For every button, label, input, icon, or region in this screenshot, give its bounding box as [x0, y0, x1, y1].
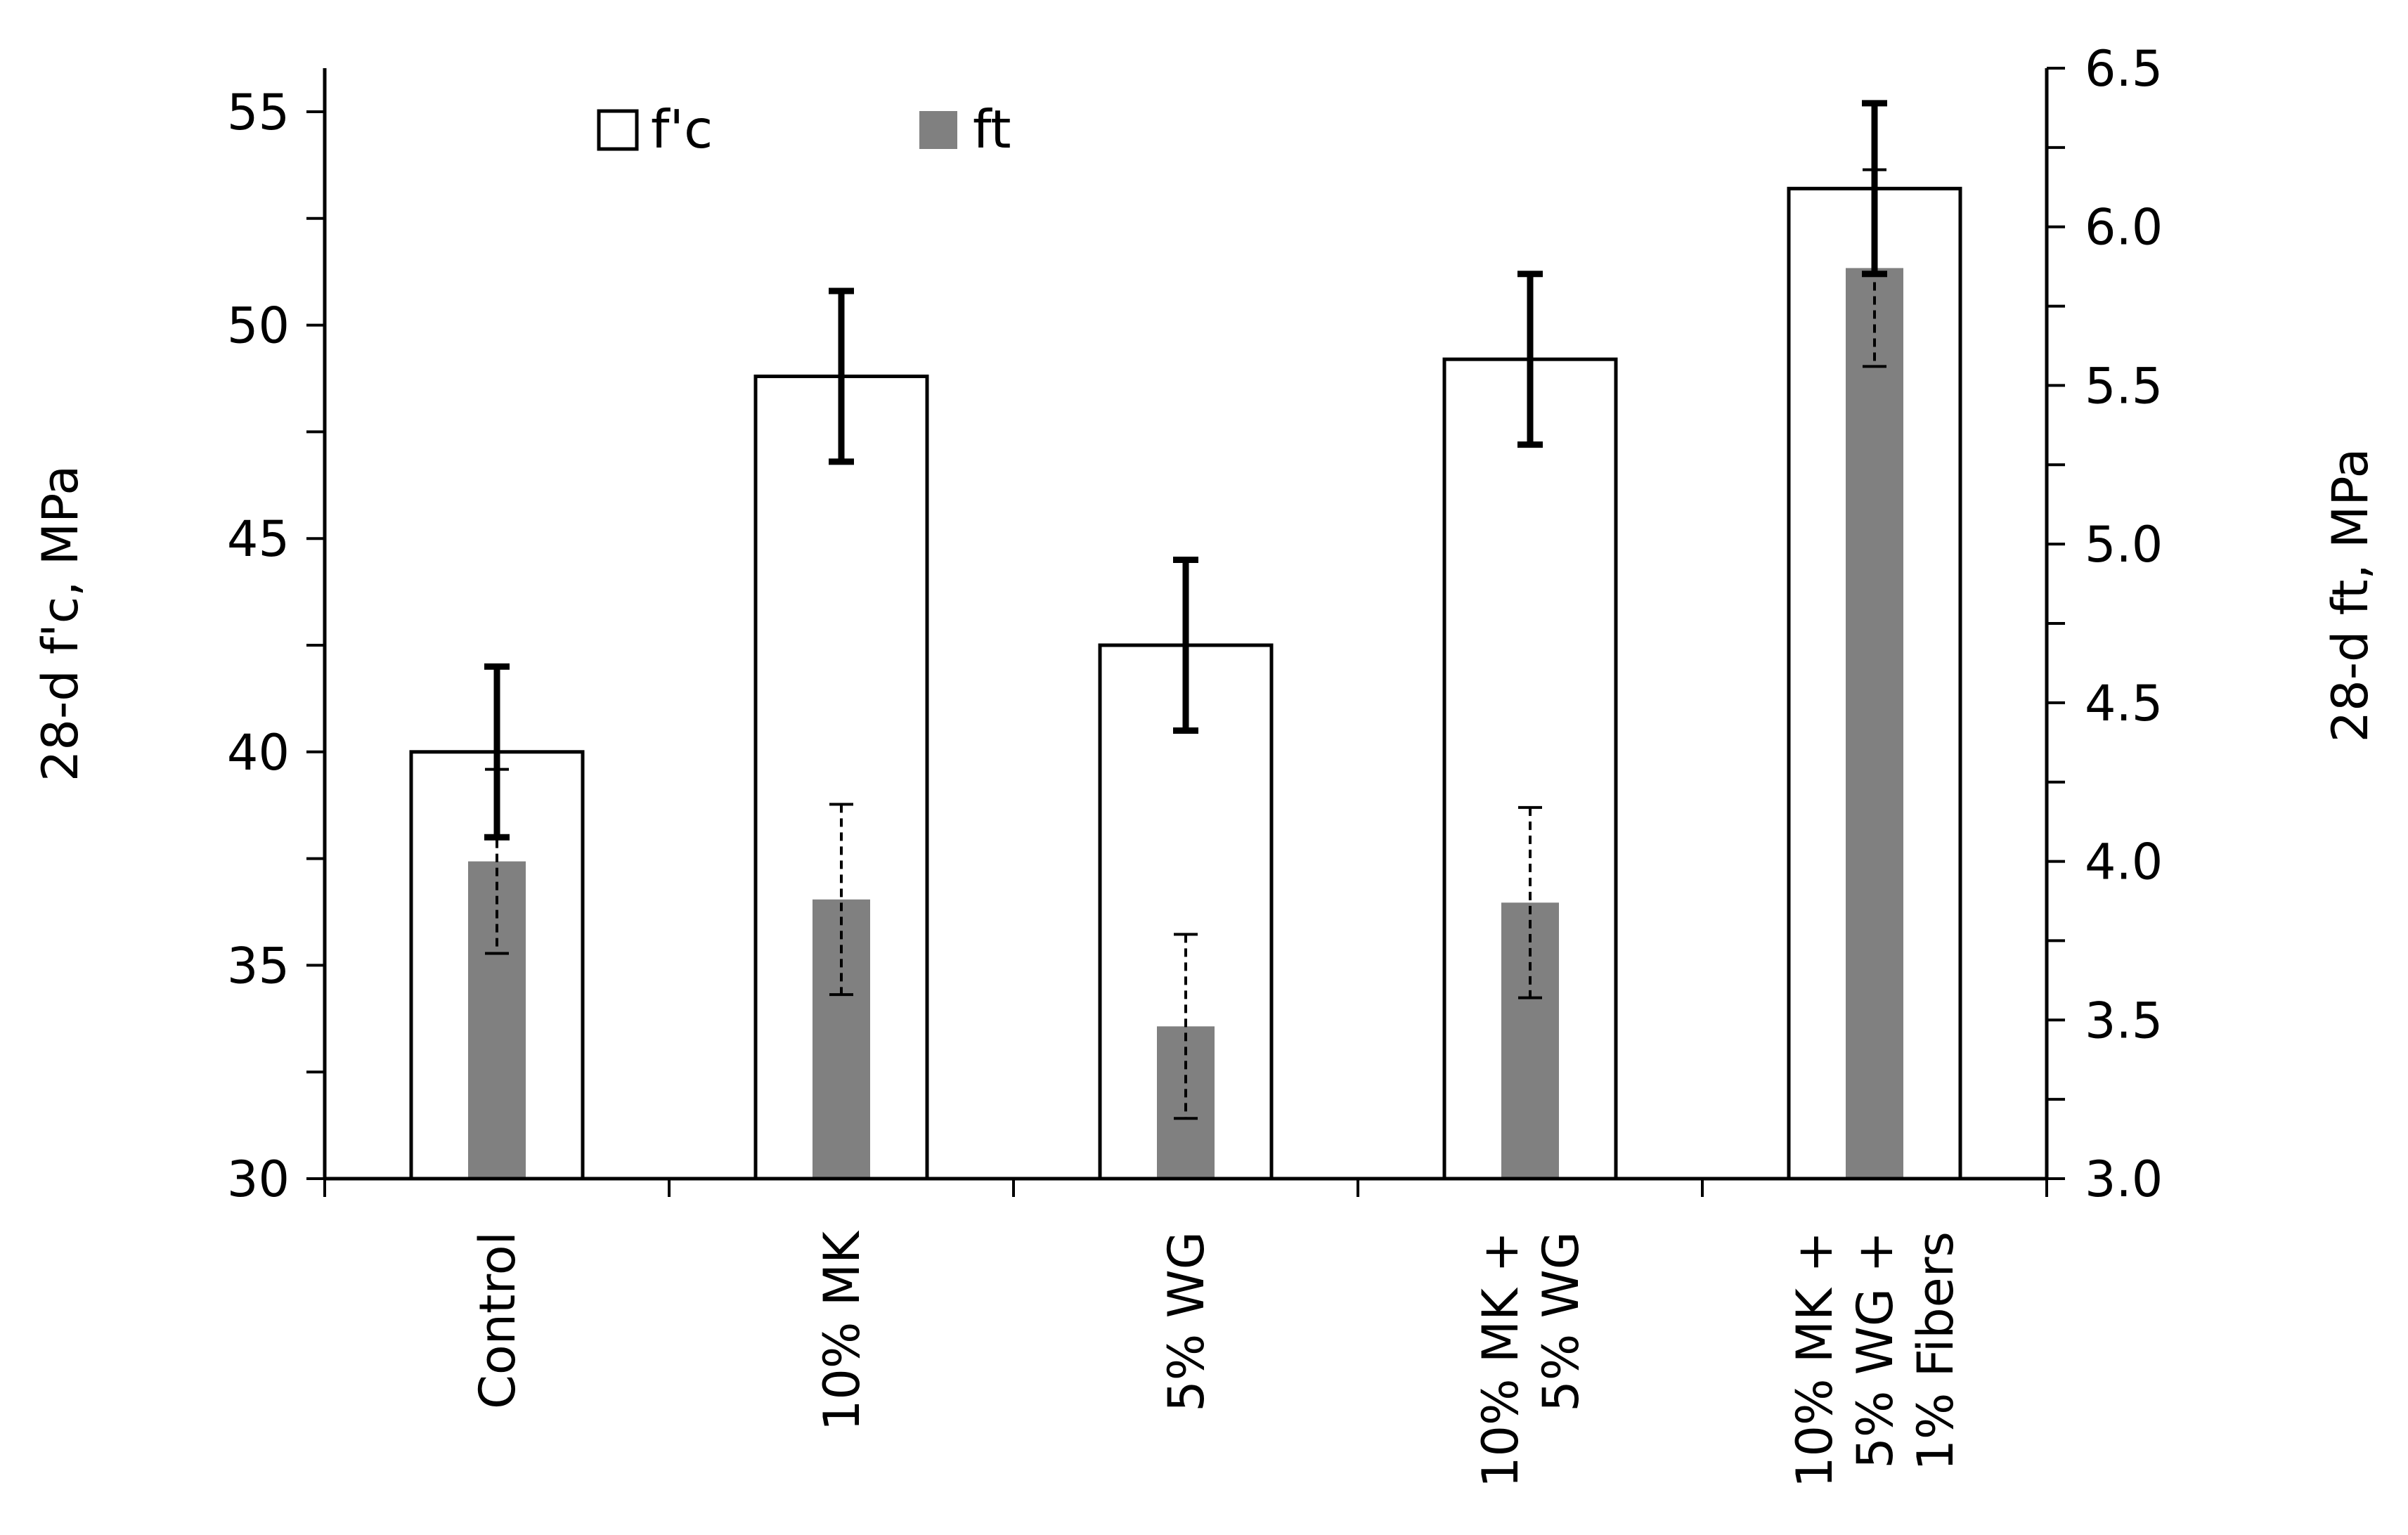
left-tick-label: 50 — [227, 297, 290, 355]
error-bar-ft-1 — [829, 803, 853, 997]
legend-swatch-fc — [597, 109, 639, 151]
category-label-4: 10% MK +5% WG +1% Fibers — [1786, 1231, 1964, 1488]
error-bar-fc-4 — [1862, 100, 1887, 278]
category-label-line: 1% Fibers — [1907, 1231, 1964, 1471]
category-label-line: 10% MK — [813, 1230, 871, 1431]
bar-ft-0 — [468, 861, 526, 1179]
right-axis-title: 28-d ft, MPa — [2322, 448, 2379, 743]
left-tick-label: 40 — [227, 724, 290, 782]
category-label-line: 10% MK + — [1472, 1231, 1529, 1488]
error-bars-layer — [484, 100, 1887, 1120]
category-label-1: 10% MK — [813, 1230, 871, 1431]
legend-label-ft: ft — [973, 98, 1011, 160]
error-bar-ft-3 — [1518, 805, 1542, 999]
right-tick-label: 4.5 — [2085, 675, 2163, 732]
left-tick-label: 55 — [227, 84, 290, 141]
left-tick-label: 35 — [227, 937, 290, 995]
error-bar-ft-2 — [1174, 933, 1198, 1120]
labels-layer: 30 35 40 45 50 55 3.0 3.5 4.0 4.5 5.0 5.5 6.0 6.5 Cont… — [32, 40, 2379, 1488]
error-bar-fc-0 — [484, 663, 510, 841]
category-label-line: 5% WG — [1158, 1231, 1215, 1412]
legend: f'c ft — [597, 98, 1011, 160]
right-tick-label: 6.5 — [2085, 40, 2163, 98]
bar-ft-3 — [1501, 902, 1559, 1179]
legend-swatch-ft — [919, 111, 957, 149]
error-bar-fc-1 — [829, 287, 854, 465]
legend-label-fc: f'c — [651, 98, 713, 160]
axes-layer — [306, 67, 2065, 1197]
bar-ft-1 — [813, 899, 870, 1179]
right-tick-label: 4.0 — [2085, 834, 2163, 891]
right-tick-label: 5.0 — [2085, 516, 2163, 574]
right-tick-label: 5.5 — [2085, 357, 2163, 415]
category-label-line: 10% MK + — [1786, 1231, 1844, 1488]
category-label-line: Control — [469, 1231, 526, 1409]
right-tick-label: 3.0 — [2085, 1151, 2163, 1208]
bar-ft-4 — [1846, 268, 1903, 1179]
category-label-line: 5% WG + — [1846, 1231, 1904, 1469]
left-tick-label: 30 — [227, 1151, 290, 1208]
error-bar-fc-2 — [1173, 557, 1198, 734]
right-tick-label: 3.5 — [2085, 992, 2163, 1049]
category-label-2: 5% WG — [1158, 1231, 1215, 1412]
category-label-3: 10% MK +5% WG — [1472, 1231, 1590, 1488]
left-tick-label: 45 — [227, 510, 290, 568]
category-label-line: 5% WG — [1532, 1231, 1590, 1412]
left-axis-title: 28-d f'c, MPa — [32, 465, 89, 782]
error-bar-fc-3 — [1517, 271, 1543, 448]
right-tick-label: 6.0 — [2085, 199, 2163, 257]
category-label-0: Control — [469, 1231, 526, 1409]
